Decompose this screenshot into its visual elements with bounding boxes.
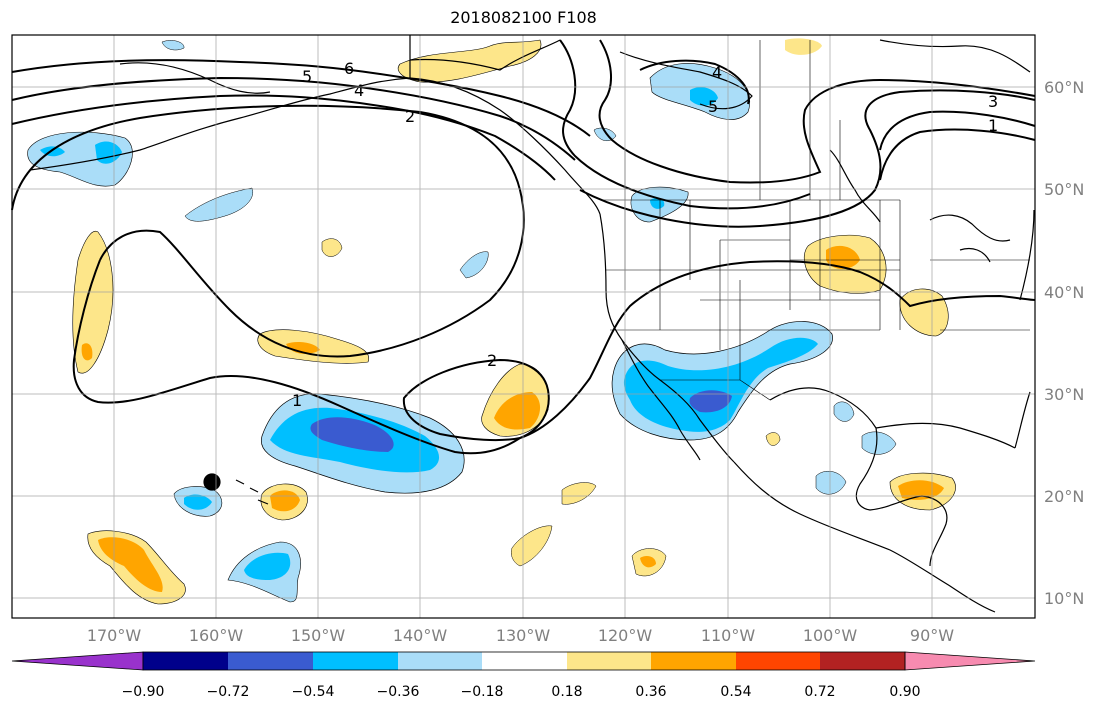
colorbar-tick-label: −0.90 bbox=[122, 684, 165, 700]
shaded-anomalies bbox=[27, 38, 956, 605]
colorbar-segment bbox=[820, 652, 905, 670]
contour-label: 4 bbox=[354, 81, 364, 100]
colorbar-tick-label: −0.54 bbox=[292, 684, 335, 700]
colorbar-min-extension bbox=[11, 651, 144, 671]
longitude-label: 150°W bbox=[291, 626, 346, 645]
negative-anomaly-core bbox=[650, 198, 665, 209]
positive-anomaly-area bbox=[561, 482, 597, 505]
longitude-label: 110°W bbox=[701, 626, 756, 645]
map-content: 6 5 4 2 2 1 4 5 3 1 bbox=[11, 35, 1036, 618]
contour-label: 4 bbox=[712, 63, 722, 82]
colorbar-tick-label: 0.18 bbox=[551, 684, 582, 700]
longitude-label: 130°W bbox=[496, 626, 551, 645]
negative-anomaly-core bbox=[244, 552, 291, 580]
negative-anomaly-dark bbox=[689, 390, 732, 413]
contour-label: 1 bbox=[988, 116, 998, 135]
positive-anomaly-core bbox=[81, 343, 93, 361]
colorbar-segment bbox=[736, 652, 820, 670]
colorbar-segment bbox=[651, 652, 736, 670]
gridlines bbox=[12, 35, 1035, 618]
negative-anomaly-area bbox=[184, 187, 254, 222]
positive-anomaly-core bbox=[494, 392, 541, 430]
map-title: 2018082100 F108 bbox=[450, 8, 597, 27]
latitude-label: 40°N bbox=[1044, 283, 1084, 302]
colorbar-outline bbox=[142, 651, 906, 671]
colorbar-segment bbox=[567, 652, 651, 670]
map-frame bbox=[11, 34, 1036, 619]
contour-label: 1 bbox=[292, 391, 302, 410]
longitude-label: 100°W bbox=[803, 626, 858, 645]
longitude-label: 170°W bbox=[87, 626, 142, 645]
positive-anomaly-area bbox=[161, 40, 185, 51]
negative-anomaly-core bbox=[184, 494, 212, 510]
latitude-axis: 60°N 50°N 40°N 30°N 20°N 10°N bbox=[1044, 78, 1084, 608]
colorbar-segment bbox=[228, 652, 313, 670]
longitude-label: 120°W bbox=[598, 626, 653, 645]
colorbar-segment bbox=[143, 652, 228, 670]
negative-anomaly-dark bbox=[310, 417, 394, 452]
negative-anomaly-core bbox=[623, 337, 818, 432]
latitude-label: 10°N bbox=[1044, 589, 1084, 608]
positive-anomaly-area bbox=[72, 230, 114, 374]
positive-anomaly-area bbox=[765, 432, 781, 446]
political-borders bbox=[600, 40, 1030, 401]
colorbar-tick-label: −0.36 bbox=[377, 684, 420, 700]
colorbar-tick-label: 0.90 bbox=[889, 684, 920, 700]
negative-anomaly-area bbox=[459, 251, 489, 279]
positive-anomaly-area bbox=[511, 525, 553, 567]
negative-anomaly-area bbox=[833, 401, 855, 422]
positive-anomaly-area bbox=[785, 38, 822, 55]
positive-anomaly-area bbox=[321, 238, 343, 257]
negative-anomaly-core bbox=[690, 87, 718, 106]
colorbar-tick-label: 0.72 bbox=[804, 684, 835, 700]
colorbar-max-extension bbox=[904, 651, 1036, 671]
colorbar-tick-label: −0.72 bbox=[207, 684, 250, 700]
colorbar-tick-label: 0.36 bbox=[635, 684, 666, 700]
negative-anomaly-area bbox=[815, 470, 847, 495]
colorbar: −0.90 −0.72 −0.54 −0.36 −0.18 0.18 0.36 … bbox=[11, 651, 1036, 700]
longitude-label: 160°W bbox=[189, 626, 244, 645]
contour-label: 5 bbox=[302, 67, 312, 86]
latitude-label: 60°N bbox=[1044, 78, 1084, 97]
contour-label: 2 bbox=[405, 107, 415, 126]
positive-anomaly-core bbox=[640, 556, 656, 568]
colorbar-segment bbox=[482, 652, 567, 670]
longitude-label: 140°W bbox=[393, 626, 448, 645]
contour-label: 2 bbox=[487, 351, 497, 370]
colorbar-segment bbox=[398, 652, 482, 670]
coastlines bbox=[29, 35, 1035, 613]
contour-label: 6 bbox=[344, 59, 354, 78]
colorbar-segment bbox=[313, 652, 398, 670]
contour-label: 5 bbox=[708, 97, 718, 116]
longitude-axis: 170°W 160°W 150°W 140°W 130°W 120°W 110°… bbox=[87, 626, 954, 645]
negative-anomaly-area bbox=[861, 431, 897, 455]
contour-label: 3 bbox=[988, 92, 998, 111]
longitude-label: 90°W bbox=[910, 626, 954, 645]
colorbar-tick-label: 0.54 bbox=[720, 684, 751, 700]
contour-label-group: 6 5 4 2 2 1 4 5 3 1 bbox=[292, 59, 998, 410]
latitude-label: 30°N bbox=[1044, 385, 1084, 404]
latitude-label: 50°N bbox=[1044, 180, 1084, 199]
positive-anomaly-core bbox=[826, 245, 860, 269]
colorbar-tick-label: −0.18 bbox=[461, 684, 504, 700]
latitude-label: 20°N bbox=[1044, 487, 1084, 506]
